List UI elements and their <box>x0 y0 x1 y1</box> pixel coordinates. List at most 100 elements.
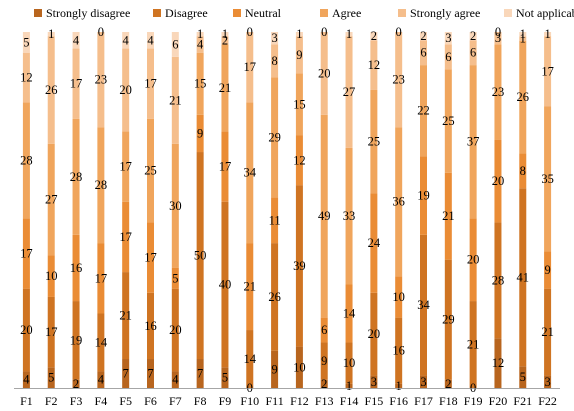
data-label-f2-strongly-agree: 26 <box>45 83 58 97</box>
bar-segment-f7-agree <box>171 143 179 268</box>
data-label-f7-neutral: 5 <box>172 271 178 285</box>
data-label-f5-disagree: 21 <box>119 309 132 323</box>
data-label-f3-strongly-disagree: 2 <box>73 377 79 391</box>
x-tick-f7: F7 <box>169 394 182 408</box>
data-label-f17-disagree: 34 <box>417 298 430 312</box>
bar-segment-f4-strongly-agree <box>97 32 105 128</box>
bar-segment-f6-agree <box>147 118 154 223</box>
bar-segment-f19-strongly-agree <box>469 40 477 66</box>
bar-segment-f8-strongly-agree <box>196 36 204 53</box>
bar-segment-f8-disagree <box>196 152 204 360</box>
bar-segment-f3-neutral <box>72 234 80 302</box>
bar-segment-f8-neutral <box>196 114 204 153</box>
bar-segment-f11-not-applicable <box>271 32 279 45</box>
bar-segment-f16-strongly-agree <box>395 32 403 128</box>
bar-segment-f11-disagree <box>271 243 279 351</box>
data-label-f21-disagree: 41 <box>517 270 530 284</box>
data-label-f1-not-applicable: 5 <box>23 35 29 49</box>
data-label-f12-disagree: 39 <box>293 259 306 273</box>
segment-labels: 4201728125517102726121916281744141728230… <box>20 25 554 395</box>
data-label-f6-strongly-disagree: 7 <box>147 367 153 381</box>
bar-segment-f9-agree <box>221 44 229 132</box>
bar-segment-f17-agree <box>420 65 427 157</box>
data-label-f17-strongly-agree: 6 <box>420 46 426 60</box>
data-label-f18-strongly-agree: 6 <box>445 50 451 64</box>
data-label-f6-not-applicable: 4 <box>147 33 154 47</box>
data-label-f4-disagree: 14 <box>95 335 108 349</box>
data-label-f15-strongly-agree: 12 <box>368 58 381 72</box>
data-label-f9-strongly-disagree: 5 <box>222 371 228 385</box>
data-label-f10-disagree: 14 <box>244 352 257 366</box>
legend-item-disagree: Disagree <box>153 6 208 20</box>
data-label-f18-disagree: 29 <box>442 313 455 327</box>
data-label-f20-neutral: 20 <box>492 174 505 188</box>
bar-segment-f6-disagree <box>147 292 154 360</box>
bar-segment-f21-disagree <box>519 188 527 367</box>
data-label-f16-agree: 36 <box>392 195 405 209</box>
x-tick-f5: F5 <box>119 394 132 408</box>
bar-segment-f11-strongly-disagree <box>271 350 279 388</box>
bar-segment-f20-strongly-agree <box>494 32 502 45</box>
data-label-f19-strongly-disagree: 0 <box>470 381 476 395</box>
x-tick-f9: F9 <box>219 394 232 408</box>
legend-label: Strongly agree <box>410 6 480 20</box>
data-label-f16-strongly-disagree: 1 <box>396 379 402 393</box>
bar-segment-f6-strongly-agree <box>147 48 154 119</box>
data-label-f15-not-applicable: 2 <box>371 29 377 43</box>
bar-segment-f6-strongly-disagree <box>147 359 154 388</box>
bar-segment-f1-strongly-agree <box>22 52 30 103</box>
bar-segment-f9-neutral <box>221 131 229 202</box>
data-label-f13-disagree: 9 <box>321 354 327 368</box>
bar-segment-f22-strongly-agree <box>544 36 552 107</box>
bar-segment-f1-agree <box>22 102 30 219</box>
data-label-f8-strongly-agree: 4 <box>197 37 204 51</box>
legend-swatch <box>233 9 241 17</box>
bar-segment-f2-neutral <box>47 255 55 297</box>
bar-segment-f6-neutral <box>147 222 154 293</box>
bar-segment-f21-neutral <box>519 153 527 189</box>
data-label-f14-not-applicable: 1 <box>346 27 352 41</box>
bar-segment-f15-strongly-agree <box>370 40 378 90</box>
bar-segment-f9-not-applicable <box>221 32 229 37</box>
bar-segment-f2-strongly-disagree <box>47 367 55 388</box>
legend-label: Disagree <box>165 6 208 20</box>
bar-segment-f7-strongly-agree <box>171 56 179 144</box>
bar-segment-f2-agree <box>47 143 55 256</box>
bar-segment-f14-agree <box>345 147 353 285</box>
data-label-f6-strongly-agree: 17 <box>144 77 157 91</box>
bar-segment-f16-agree <box>395 127 403 277</box>
bar-segment-f4-strongly-disagree <box>97 371 105 388</box>
bar-segment-f20-strongly-disagree <box>494 338 502 388</box>
data-label-f3-neutral: 16 <box>70 261 83 275</box>
data-label-f21-agree: 26 <box>517 90 530 104</box>
data-label-f8-not-applicable: 1 <box>197 27 203 41</box>
data-label-f4-strongly-disagree: 4 <box>98 373 105 387</box>
legend-item-neutral: Neutral <box>233 6 282 20</box>
bar-segment-f1-not-applicable <box>22 32 30 53</box>
bar-segment-f19-not-applicable <box>469 32 477 41</box>
legend-swatch <box>34 9 42 17</box>
data-label-f10-strongly-agree: 17 <box>244 60 257 74</box>
legend-item-strongly-agree: Strongly agree <box>398 6 480 20</box>
data-label-f9-disagree: 40 <box>219 278 232 292</box>
data-label-f13-not-applicable: 0 <box>321 25 327 39</box>
data-label-f8-neutral: 9 <box>197 126 203 140</box>
data-label-f20-agree: 23 <box>492 85 505 99</box>
data-label-f8-disagree: 50 <box>194 249 207 263</box>
bar-segment-f15-not-applicable <box>370 32 378 41</box>
x-tick-f12: F12 <box>290 394 309 408</box>
data-label-f7-disagree: 20 <box>169 323 182 337</box>
bar-segment-f5-agree <box>122 131 130 202</box>
x-tick-f1: F1 <box>20 394 33 408</box>
x-tick-labels: F1 F2 F3 F4 F5 F6 F7 F8 F9 F10 F11 F12 F13 F14 F15 F16 F… <box>20 394 557 408</box>
data-label-f9-agree: 21 <box>219 81 232 95</box>
data-label-f3-strongly-agree: 17 <box>70 77 83 91</box>
bar-segment-f5-not-applicable <box>122 32 130 49</box>
data-label-f8-agree: 15 <box>194 77 207 91</box>
bars <box>22 32 552 388</box>
legend-swatch <box>504 9 512 17</box>
bar-segment-f19-disagree <box>469 301 477 388</box>
data-label-f18-agree: 25 <box>442 114 455 128</box>
data-label-f14-agree: 33 <box>343 209 356 223</box>
data-label-f2-neutral: 10 <box>45 269 58 283</box>
